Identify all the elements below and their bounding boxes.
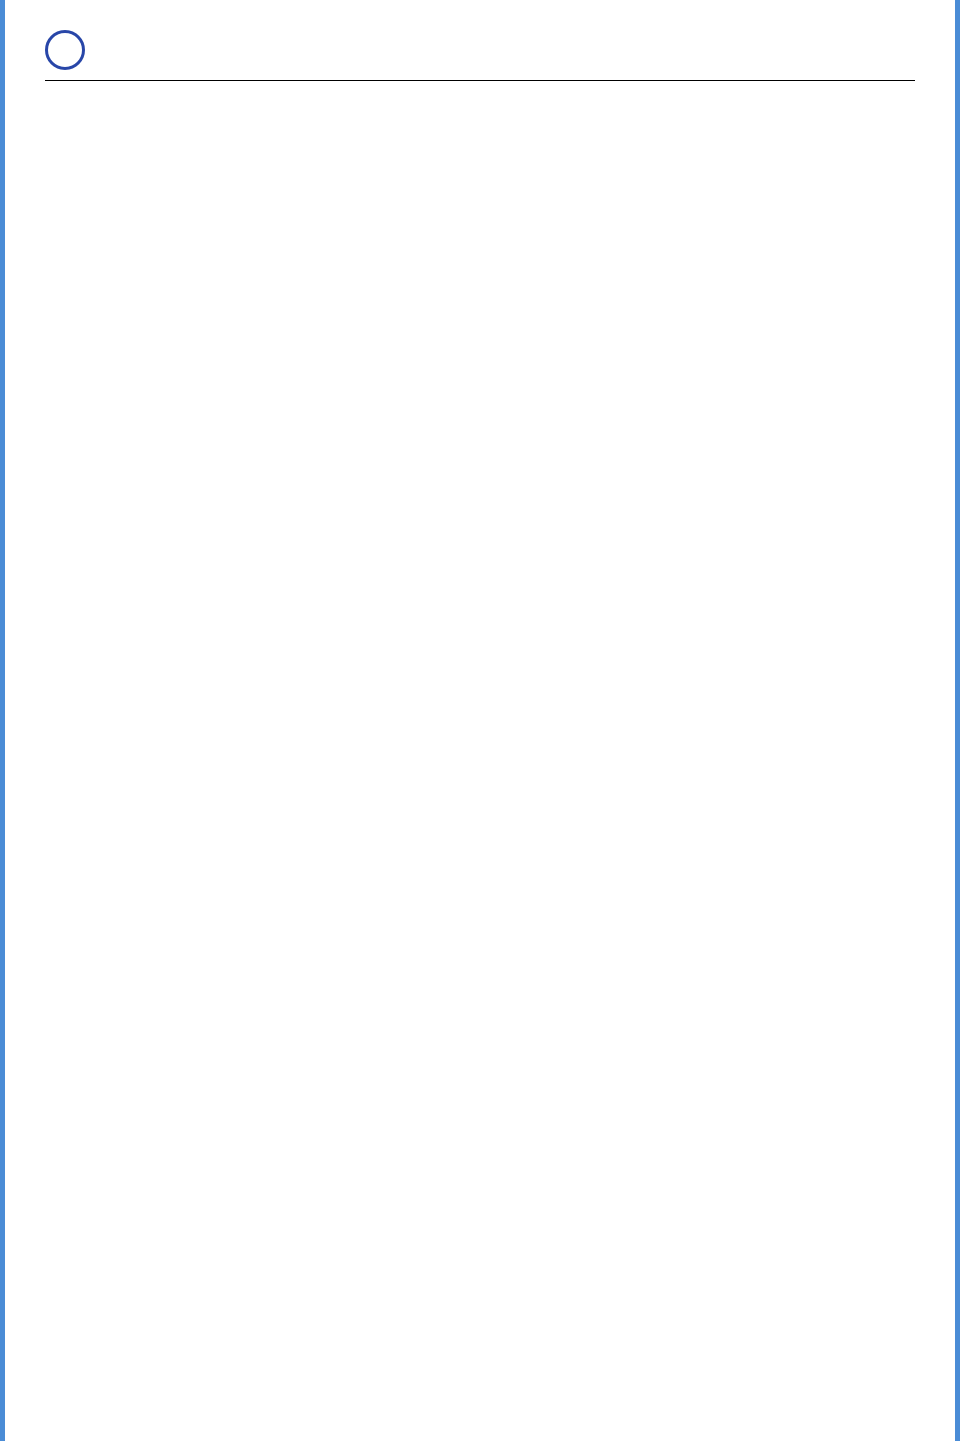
catalog-page <box>5 0 955 119</box>
page-header <box>45 30 915 70</box>
logo-icon <box>45 30 85 70</box>
brand-logo <box>45 30 93 70</box>
